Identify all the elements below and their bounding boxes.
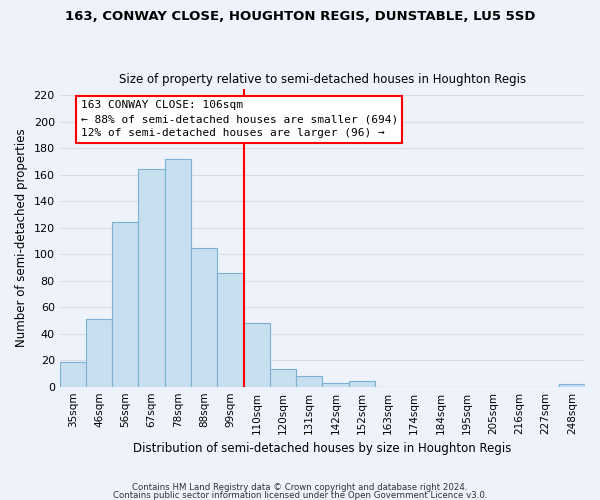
Bar: [349, 382, 375, 386]
Bar: [559, 384, 585, 386]
Bar: [322, 382, 349, 386]
Bar: [270, 370, 296, 386]
Text: Contains HM Land Registry data © Crown copyright and database right 2024.: Contains HM Land Registry data © Crown c…: [132, 484, 468, 492]
Bar: [59, 362, 86, 386]
Text: 163, CONWAY CLOSE, HOUGHTON REGIS, DUNSTABLE, LU5 5SD: 163, CONWAY CLOSE, HOUGHTON REGIS, DUNST…: [65, 10, 535, 23]
Bar: [191, 248, 217, 386]
X-axis label: Distribution of semi-detached houses by size in Houghton Regis: Distribution of semi-detached houses by …: [133, 442, 512, 455]
Text: Contains public sector information licensed under the Open Government Licence v3: Contains public sector information licen…: [113, 490, 487, 500]
Bar: [86, 319, 112, 386]
Y-axis label: Number of semi-detached properties: Number of semi-detached properties: [15, 128, 28, 347]
Bar: [112, 222, 139, 386]
Bar: [244, 323, 270, 386]
Text: 163 CONWAY CLOSE: 106sqm
← 88% of semi-detached houses are smaller (694)
12% of : 163 CONWAY CLOSE: 106sqm ← 88% of semi-d…: [80, 100, 398, 138]
Bar: [296, 376, 322, 386]
Bar: [165, 159, 191, 386]
Bar: [217, 272, 244, 386]
Bar: [139, 170, 165, 386]
Title: Size of property relative to semi-detached houses in Houghton Regis: Size of property relative to semi-detach…: [119, 73, 526, 86]
